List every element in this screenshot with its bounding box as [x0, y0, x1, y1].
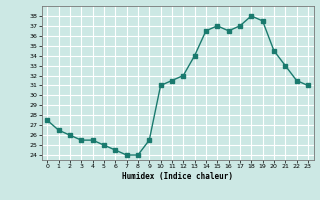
X-axis label: Humidex (Indice chaleur): Humidex (Indice chaleur): [122, 172, 233, 181]
